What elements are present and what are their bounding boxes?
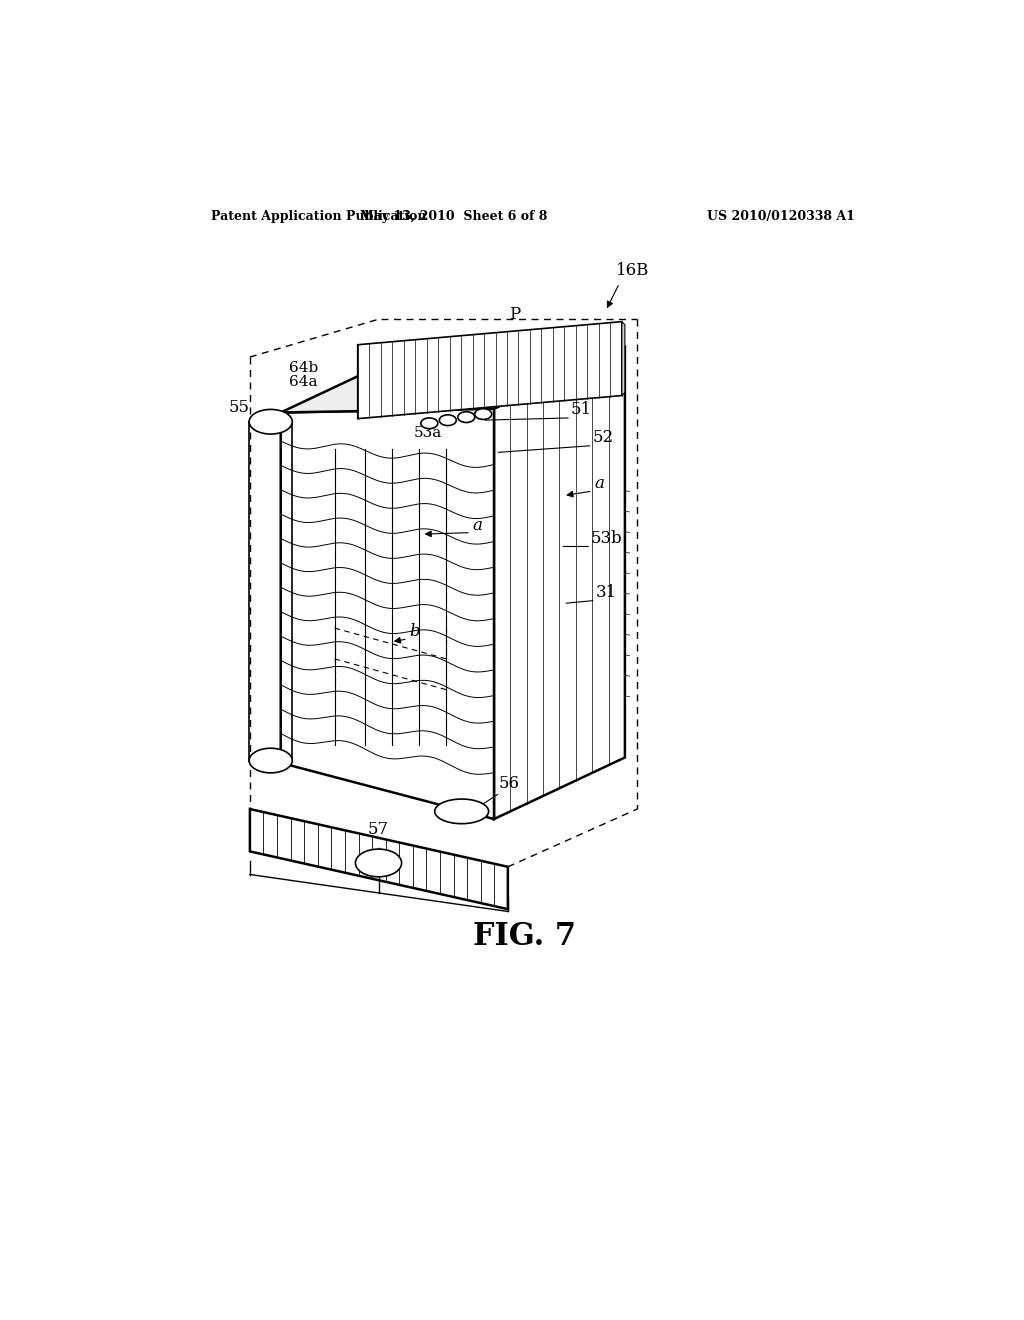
Text: a: a bbox=[472, 516, 482, 533]
Text: 57: 57 bbox=[368, 821, 389, 838]
Polygon shape bbox=[622, 322, 625, 396]
Text: FIG. 7: FIG. 7 bbox=[473, 920, 577, 952]
Ellipse shape bbox=[475, 409, 492, 420]
Text: 51: 51 bbox=[571, 401, 592, 418]
Text: 16B: 16B bbox=[615, 263, 649, 280]
Ellipse shape bbox=[355, 849, 401, 876]
Text: 53b: 53b bbox=[591, 531, 623, 548]
Polygon shape bbox=[281, 347, 625, 412]
Text: 55: 55 bbox=[229, 400, 250, 417]
Polygon shape bbox=[494, 347, 625, 818]
Text: May 13, 2010  Sheet 6 of 8: May 13, 2010 Sheet 6 of 8 bbox=[360, 210, 548, 223]
Text: a: a bbox=[594, 475, 604, 492]
Ellipse shape bbox=[249, 748, 292, 774]
Text: 53a: 53a bbox=[414, 426, 442, 440]
Polygon shape bbox=[357, 322, 622, 418]
Ellipse shape bbox=[458, 412, 475, 422]
Polygon shape bbox=[250, 809, 508, 909]
Text: 52: 52 bbox=[593, 429, 613, 446]
Text: P: P bbox=[509, 305, 520, 322]
Ellipse shape bbox=[421, 418, 438, 429]
Text: Patent Application Publication: Patent Application Publication bbox=[211, 210, 427, 223]
Ellipse shape bbox=[435, 799, 488, 824]
Polygon shape bbox=[281, 409, 494, 818]
Text: 64b: 64b bbox=[289, 362, 318, 375]
Text: 31: 31 bbox=[596, 585, 616, 602]
Text: P: P bbox=[360, 391, 372, 408]
Text: US 2010/0120338 A1: US 2010/0120338 A1 bbox=[707, 210, 854, 223]
Text: 64a: 64a bbox=[289, 375, 317, 389]
Text: 56: 56 bbox=[499, 775, 519, 792]
Ellipse shape bbox=[249, 409, 292, 434]
Text: b: b bbox=[410, 623, 420, 640]
Ellipse shape bbox=[439, 414, 457, 425]
